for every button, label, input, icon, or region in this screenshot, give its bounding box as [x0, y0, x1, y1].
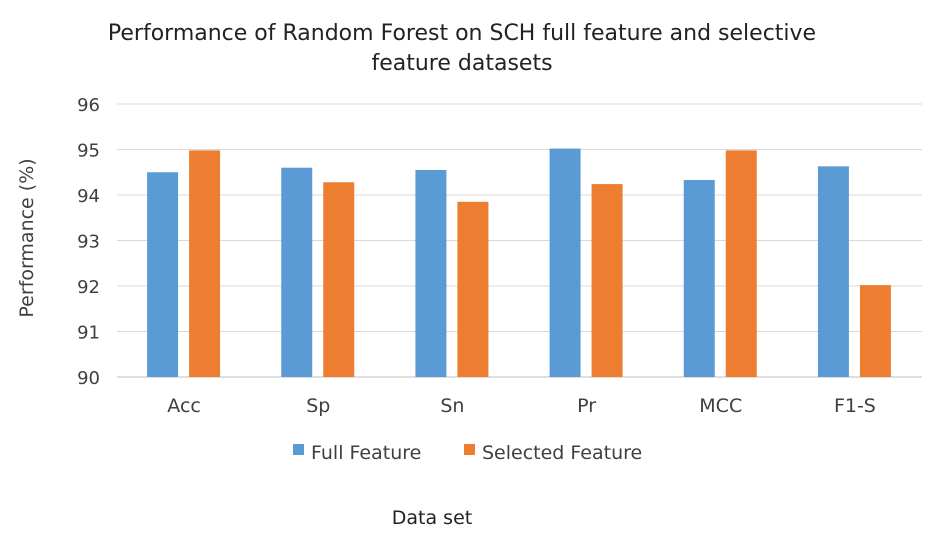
x-tick-label-sp: Sp: [306, 395, 330, 417]
bar-sp-full-feature: [281, 167, 313, 377]
legend: Full Feature Selected Feature: [293, 442, 642, 464]
x-axis-ticks: Acc Sp Sn Pr MCC F1-S: [167, 395, 876, 417]
gridlines: [117, 103, 922, 378]
bar-sn-selected-feature: [457, 201, 489, 377]
chart-title-line-2: feature datasets: [371, 51, 552, 76]
bar-sn-full-feature: [415, 169, 447, 377]
bar-pr-selected-feature: [591, 184, 623, 377]
y-tick-label-94: 94: [77, 186, 100, 207]
x-tick-label-sn: Sn: [440, 395, 464, 417]
x-tick-label-f1-s: F1-S: [834, 395, 876, 417]
bar-mcc-full-feature: [683, 179, 715, 377]
legend-swatch-full-feature: [293, 444, 304, 455]
x-tick-label-acc: Acc: [167, 395, 201, 417]
x-axis-label: Data set: [392, 507, 472, 529]
y-axis-label: Performance (%): [16, 158, 38, 317]
bar-mcc-selected-feature: [725, 150, 757, 377]
bar-acc-selected-feature: [189, 150, 221, 377]
y-tick-label-95: 95: [77, 141, 100, 162]
bar-f1-s-full-feature: [817, 166, 849, 377]
y-tick-label-90: 90: [77, 368, 100, 389]
y-tick-label-96: 96: [77, 95, 100, 116]
legend-swatch-selected-feature: [464, 444, 475, 455]
legend-label-selected-feature: Selected Feature: [482, 442, 642, 464]
y-tick-label-91: 91: [77, 323, 100, 344]
bar-f1-s-selected-feature: [859, 285, 891, 377]
chart-title-line-1: Performance of Random Forest on SCH full…: [108, 21, 816, 46]
y-tick-label-92: 92: [77, 277, 100, 298]
bars: [147, 148, 891, 377]
y-tick-label-93: 93: [77, 232, 100, 253]
x-tick-label-mcc: MCC: [699, 395, 742, 417]
bar-sp-selected-feature: [323, 182, 355, 377]
y-axis-ticks: 90 91 92 93 94 95 96: [77, 95, 100, 389]
x-tick-label-pr: Pr: [577, 395, 596, 417]
bar-pr-full-feature: [549, 148, 581, 377]
legend-label-full-feature: Full Feature: [311, 442, 421, 464]
bar-acc-full-feature: [147, 172, 179, 377]
